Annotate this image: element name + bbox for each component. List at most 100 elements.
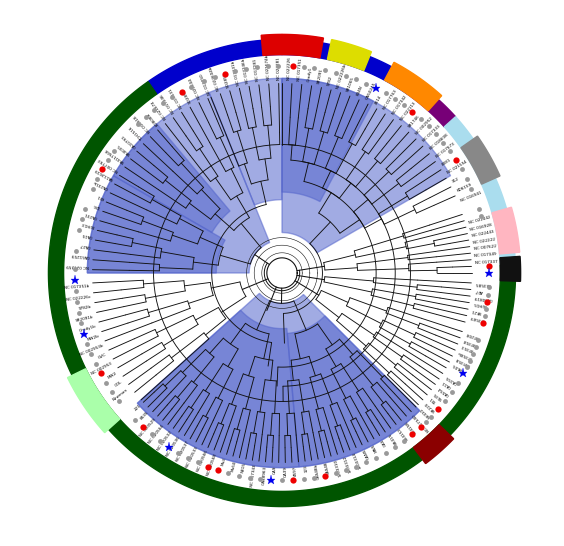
Polygon shape [209, 79, 282, 205]
Text: NC 020529: NC 020529 [139, 418, 157, 437]
Text: GA51259: GA51259 [70, 252, 90, 258]
Text: 1203314: 1203314 [352, 452, 363, 470]
Text: GA15: GA15 [81, 232, 93, 238]
Text: GA231: GA231 [83, 211, 98, 218]
Text: NC 021554: NC 021554 [447, 160, 468, 175]
Text: 9782: 9782 [327, 75, 333, 86]
Text: NC 017333: NC 017333 [422, 124, 441, 143]
Polygon shape [287, 316, 420, 467]
Text: NC 022443: NC 022443 [471, 230, 494, 238]
Polygon shape [407, 82, 456, 127]
Polygon shape [87, 176, 225, 273]
Text: NC 017673: NC 017673 [435, 141, 456, 158]
Text: Mu50: Mu50 [231, 460, 237, 472]
Text: KO808B: KO808B [146, 111, 160, 126]
Text: ZY358b: ZY358b [457, 350, 474, 360]
Text: 5535: 5535 [433, 390, 444, 400]
Text: NC 007622: NC 007622 [473, 245, 497, 252]
Text: Mu3: Mu3 [221, 457, 227, 467]
Text: GA231b: GA231b [92, 179, 109, 190]
Polygon shape [138, 293, 420, 467]
Text: NC 017331b: NC 017331b [231, 60, 240, 85]
Text: MW2: MW2 [107, 371, 117, 379]
Text: NC 017763: NC 017763 [382, 89, 398, 110]
Polygon shape [492, 207, 519, 254]
Text: EUH15: EUH15 [473, 301, 487, 307]
Text: SO285: SO285 [183, 90, 193, 103]
Text: Grady1: Grady1 [307, 67, 313, 82]
Polygon shape [461, 136, 500, 184]
Text: NY410: NY410 [420, 406, 432, 418]
Text: ZY353: ZY353 [460, 343, 474, 352]
Text: GA50245: GA50245 [365, 81, 377, 100]
Text: NC 021259: NC 021259 [66, 264, 89, 268]
Text: CA155: CA155 [445, 373, 459, 384]
Text: NC 022226c: NC 022226c [65, 294, 91, 301]
Text: SR4117566: SR4117566 [103, 147, 125, 164]
Polygon shape [282, 79, 451, 253]
Polygon shape [148, 39, 282, 94]
Polygon shape [282, 79, 373, 201]
Text: Newman: Newman [112, 388, 129, 402]
Text: 834N: 834N [356, 85, 364, 96]
Text: NC 022113: NC 022113 [399, 102, 416, 122]
Text: Grady1b: Grady1b [79, 324, 97, 333]
Polygon shape [328, 40, 371, 70]
Text: NC 018608: NC 018608 [429, 133, 448, 150]
Text: CAS48: CAS48 [324, 461, 331, 475]
Text: ZY208: ZY208 [465, 331, 479, 339]
Polygon shape [68, 369, 120, 432]
Text: NC 017351b: NC 017351b [64, 284, 90, 290]
Text: NC 020532: NC 020532 [156, 430, 173, 451]
Text: NC 017331: NC 017331 [169, 87, 184, 109]
Polygon shape [261, 34, 282, 56]
Text: GVC: GVC [98, 353, 108, 360]
Polygon shape [49, 82, 515, 507]
Text: NC 017342: NC 017342 [391, 95, 407, 116]
Text: NC 017281: NC 017281 [254, 58, 261, 81]
Text: CAN5: CAN5 [362, 447, 370, 459]
Text: NC 022604: NC 022604 [189, 76, 202, 99]
Text: NC 022226b: NC 022226b [337, 63, 348, 89]
Text: 312: 312 [452, 177, 460, 184]
Text: CA11: CA11 [441, 379, 452, 389]
Text: NC 016928: NC 016928 [470, 222, 493, 232]
Text: CAS48b: CAS48b [314, 463, 320, 479]
Text: NC 020537: NC 020537 [175, 441, 190, 463]
Text: 123: 123 [303, 465, 309, 473]
Text: NC 017349: NC 017349 [474, 252, 497, 258]
Text: NC 017337: NC 017337 [475, 260, 497, 265]
Text: 126: 126 [92, 203, 101, 209]
Text: NC 002953: NC 002953 [90, 362, 112, 376]
Text: SR220: SR220 [424, 401, 437, 413]
Text: SR4158: SR4158 [404, 420, 418, 434]
Text: GA48963: GA48963 [262, 465, 267, 485]
Text: NC 017343: NC 017343 [250, 464, 257, 487]
Text: 9782b: 9782b [78, 305, 92, 311]
Text: CA554: CA554 [437, 385, 450, 396]
Text: SR1065: SR1065 [346, 76, 355, 92]
Text: TCH1516: TCH1516 [129, 124, 144, 140]
Polygon shape [138, 310, 299, 467]
Text: 8535: 8535 [139, 411, 149, 421]
Polygon shape [385, 62, 442, 111]
Text: ML05: ML05 [452, 362, 463, 371]
Text: N315: N315 [241, 462, 247, 473]
Text: MW2b: MW2b [87, 334, 100, 342]
Text: EUH13: EUH13 [81, 221, 95, 228]
Text: NC 002953b: NC 002953b [78, 343, 104, 357]
Text: NC 021674: NC 021674 [151, 99, 168, 120]
Text: CA10793: CA10793 [121, 133, 138, 148]
Text: 1203310: 1203310 [333, 458, 342, 477]
Text: SR3569: SR3569 [470, 314, 486, 322]
Text: NC 022281: NC 022281 [276, 57, 281, 80]
Text: 221: 221 [134, 403, 142, 412]
Polygon shape [413, 425, 453, 464]
Text: ZY358: ZY358 [463, 337, 477, 346]
Text: CNY358: CNY358 [455, 356, 471, 366]
Polygon shape [282, 34, 323, 58]
Text: NC 002952: NC 002952 [415, 116, 434, 135]
Text: 4597: 4597 [293, 466, 298, 476]
Text: NC 022226: NC 022226 [287, 57, 292, 80]
Text: NC 016941: NC 016941 [460, 191, 483, 203]
